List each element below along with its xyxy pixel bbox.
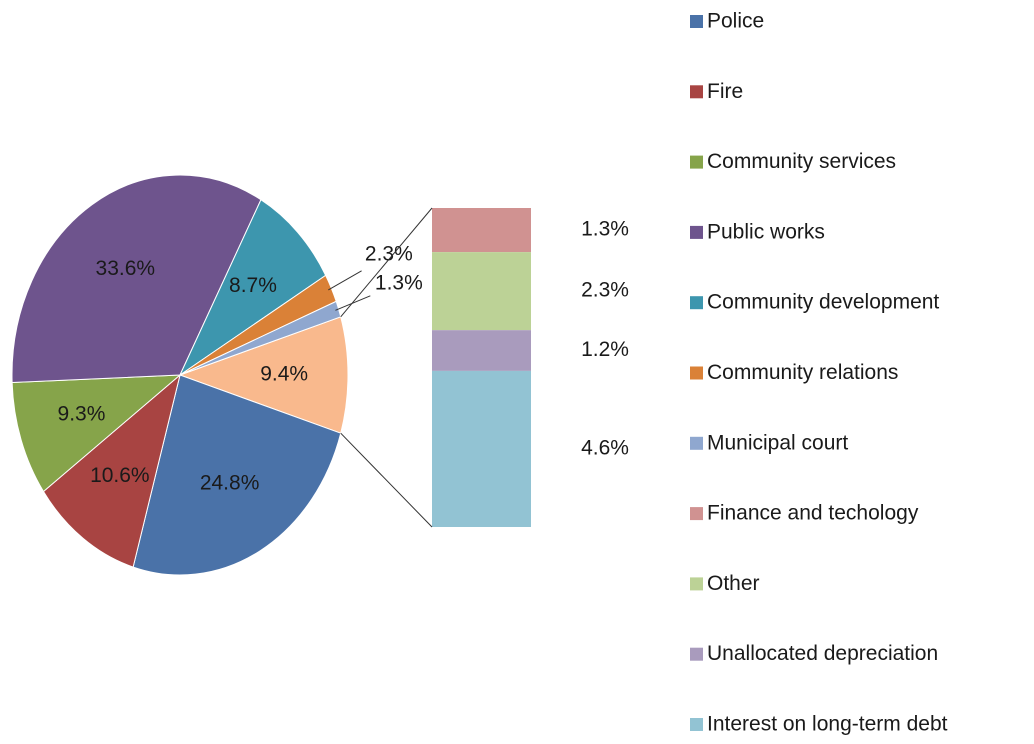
- bar-segment: [432, 370, 531, 527]
- legend-swatch: [690, 647, 703, 661]
- pie-label: 2.3%: [365, 243, 413, 266]
- legend-label: Municipal court: [707, 431, 848, 454]
- pie-label: 1.3%: [375, 272, 423, 295]
- legend-label: Interest on long-term debt: [707, 713, 948, 736]
- pie-label: 9.3%: [58, 403, 106, 426]
- bar-segment: [432, 208, 531, 253]
- pie-label: 33.6%: [96, 257, 156, 280]
- legend-label: Fire: [707, 80, 743, 103]
- bar-label: 4.6%: [581, 436, 629, 459]
- bar-label: 2.3%: [581, 279, 629, 302]
- bar-segment: [432, 252, 531, 331]
- pie-slice: [11, 174, 262, 384]
- legend-label: Community development: [707, 291, 939, 314]
- legend-swatch: [690, 718, 703, 731]
- connector-line: [340, 207, 433, 318]
- pie-slice: [132, 374, 342, 576]
- legend-swatch: [690, 436, 703, 450]
- pie-label: 9.4%: [260, 363, 308, 386]
- pie-label: 8.7%: [229, 274, 277, 297]
- legend-swatch: [690, 296, 703, 310]
- leader-line: [328, 270, 362, 291]
- pie-slice: [178, 199, 327, 377]
- pie-label: 10.6%: [90, 464, 150, 487]
- legend-label: Finance and techology: [707, 502, 919, 525]
- legend-swatch: [690, 85, 703, 99]
- legend-label: Public works: [707, 220, 825, 243]
- legend-swatch: [690, 225, 703, 239]
- legend-label: Other: [707, 572, 760, 595]
- legend-swatch: [690, 15, 703, 28]
- pie-label: 24.8%: [200, 472, 260, 495]
- legend-swatch: [690, 155, 703, 169]
- legend-swatch: [690, 577, 703, 591]
- bar-label: 1.3%: [581, 218, 629, 241]
- legend-swatch: [690, 366, 703, 380]
- pie-slice-other: [178, 316, 349, 434]
- pie-slice: [42, 373, 181, 568]
- connector-line: [340, 432, 433, 528]
- pie-slice: [11, 374, 182, 493]
- bar-segment: [432, 330, 531, 371]
- legend-label: Community relations: [707, 361, 898, 384]
- legend-label: Unallocated depreciation: [707, 642, 938, 665]
- legend-swatch: [690, 507, 703, 521]
- legend-label: Community services: [707, 150, 896, 173]
- legend-label: Police: [707, 10, 764, 33]
- bar-label: 1.2%: [581, 338, 629, 361]
